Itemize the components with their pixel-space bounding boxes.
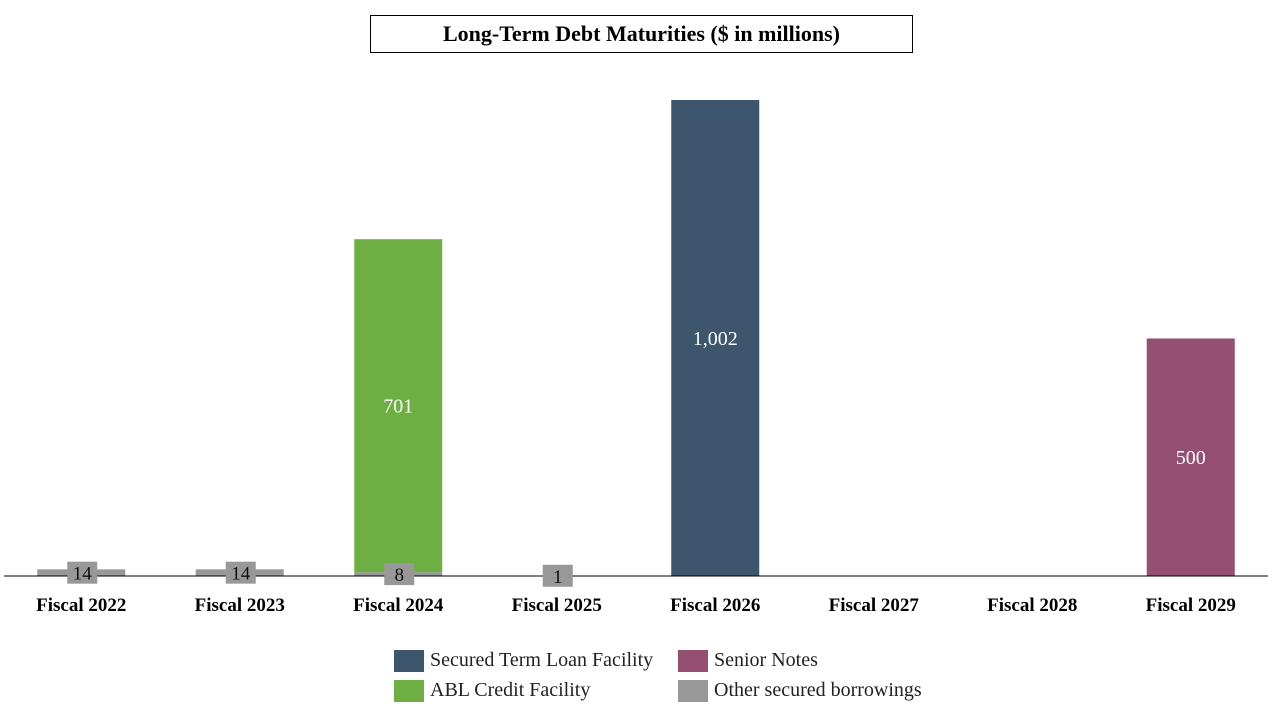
data-label-box-other-secured-borrowings-1 bbox=[225, 561, 256, 584]
x-tick-label: Fiscal 2027 bbox=[829, 595, 920, 616]
legend-swatch-senior-notes bbox=[678, 649, 708, 672]
data-label-secured-term-loan-facility-4: 1,002 bbox=[693, 328, 738, 350]
bar-abl-credit-facility-fiscal-2024 bbox=[354, 239, 443, 573]
data-label-senior-notes-7: 500 bbox=[1176, 447, 1206, 469]
data-label-box-other-secured-borrowings-3 bbox=[542, 564, 573, 587]
legend-item-other-secured: Other secured borrowings bbox=[678, 679, 922, 702]
x-tick-label: Fiscal 2024 bbox=[353, 595, 444, 616]
legend: Secured Term Loan Facility Senior Notes … bbox=[394, 649, 954, 713]
data-label-other-secured-borrowings-0: 14 bbox=[73, 564, 93, 585]
bars-group bbox=[37, 100, 1235, 577]
chart-title: Long-Term Debt Maturities ($ in millions… bbox=[370, 15, 913, 53]
x-tick-label: Fiscal 2025 bbox=[512, 595, 602, 616]
data-label-abl-credit-facility-2: 701 bbox=[383, 396, 413, 418]
legend-item-secured-term-loan: Secured Term Loan Facility bbox=[394, 649, 653, 672]
x-tick-label: Fiscal 2023 bbox=[195, 595, 285, 616]
legend-label-other-secured: Other secured borrowings bbox=[714, 679, 922, 701]
data-label-other-secured-borrowings-1: 14 bbox=[231, 564, 251, 585]
data-label-box-other-secured-borrowings-2 bbox=[384, 563, 415, 586]
x-tick-label: Fiscal 2026 bbox=[670, 595, 760, 616]
data-label-box-other-secured-borrowings-0 bbox=[67, 561, 98, 584]
data-labels-group: 14 14 8 701 1 1,002 500 bbox=[67, 328, 1206, 588]
legend-label-abl-credit: ABL Credit Facility bbox=[430, 679, 591, 701]
data-label-other-secured-borrowings-2: 8 bbox=[395, 565, 405, 586]
legend-swatch-other-secured bbox=[678, 679, 708, 702]
data-label-other-secured-borrowings-3: 1 bbox=[553, 567, 563, 588]
legend-swatch-secured-term-loan bbox=[394, 649, 424, 672]
legend-swatch-abl-credit bbox=[394, 679, 424, 702]
bar-senior-notes-fiscal-2029 bbox=[1146, 338, 1235, 576]
x-tick-label: Fiscal 2022 bbox=[36, 595, 126, 616]
x-tick-label: Fiscal 2028 bbox=[987, 595, 1077, 616]
bar-secured-term-loan-facility-fiscal-2026 bbox=[671, 100, 760, 576]
legend-item-senior-notes: Senior Notes bbox=[678, 649, 818, 672]
legend-item-abl-credit: ABL Credit Facility bbox=[394, 679, 590, 702]
legend-label-senior-notes: Senior Notes bbox=[714, 649, 818, 671]
legend-label-secured-term-loan: Secured Term Loan Facility bbox=[430, 649, 654, 671]
x-tick-labels-group: Fiscal 2022 Fiscal 2023 Fiscal 2024 Fiscal … bbox=[36, 595, 1236, 616]
x-tick-label: Fiscal 2029 bbox=[1146, 595, 1236, 616]
